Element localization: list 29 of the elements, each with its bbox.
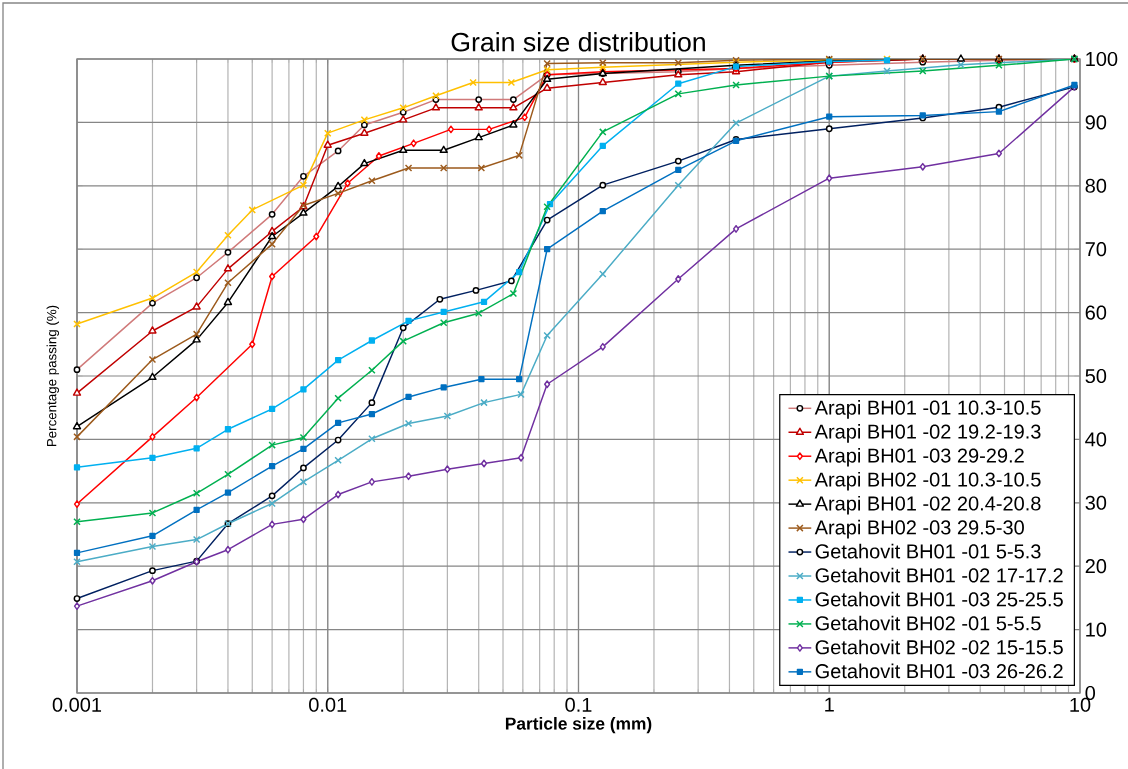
y-tick-label: 100 xyxy=(1086,51,1118,67)
y-axis-title: Percentage passing (%) xyxy=(46,305,60,447)
legend-label: Arapi BH01 -02 20.4-20.8 xyxy=(814,495,1041,515)
legend-label: Arapi BH01 -01 10.3-10.5 xyxy=(814,400,1041,419)
x-tick-label: 0.001 xyxy=(52,697,102,712)
legend-label: Getahovit BH02 -02 15-15.5 xyxy=(815,639,1063,655)
legend-label: Arapi BH01 -02 19.2-19.3 xyxy=(814,424,1041,443)
legend-label: Getahovit BH01 -03 25-25.5 xyxy=(815,591,1063,607)
legend-label: Arapi BH02 -03 29.5-30 xyxy=(814,519,1024,539)
chart-title: Grain size distribution xyxy=(451,32,705,52)
y-tick-label: 70 xyxy=(1085,242,1107,257)
y-tick-label: 40 xyxy=(1085,432,1107,447)
x-tick-label: 0.01 xyxy=(309,697,347,712)
y-tick-label: 10 xyxy=(1086,622,1107,637)
y-tick-label: 80 xyxy=(1085,178,1107,193)
legend-label: Getahovit BH01 -01 5-5.3 xyxy=(815,543,1041,559)
x-tick-label: 0.1 xyxy=(565,697,592,712)
legend-label: Getahovit BH01 -03 26-26.2 xyxy=(815,663,1063,679)
legend-label: Arapi BH01 -03 29-29.2 xyxy=(814,447,1024,467)
y-tick-label: 60 xyxy=(1085,305,1107,320)
y-tick-label: 50 xyxy=(1085,368,1107,384)
legend-label: Getahovit BH01 -02 17-17.2 xyxy=(815,567,1063,583)
y-tick-label: 30 xyxy=(1085,495,1107,510)
x-tick-label: 1 xyxy=(825,697,834,712)
legend-label: Arapi BH02 -01 10.3-10.5 xyxy=(814,471,1041,491)
y-tick-label: 20 xyxy=(1085,559,1107,574)
y-tick-label: 90 xyxy=(1085,115,1107,130)
x-axis-title: Particle size (mm) xyxy=(505,717,652,734)
legend-label: Getahovit BH02 -01 5-5.5 xyxy=(815,615,1041,631)
